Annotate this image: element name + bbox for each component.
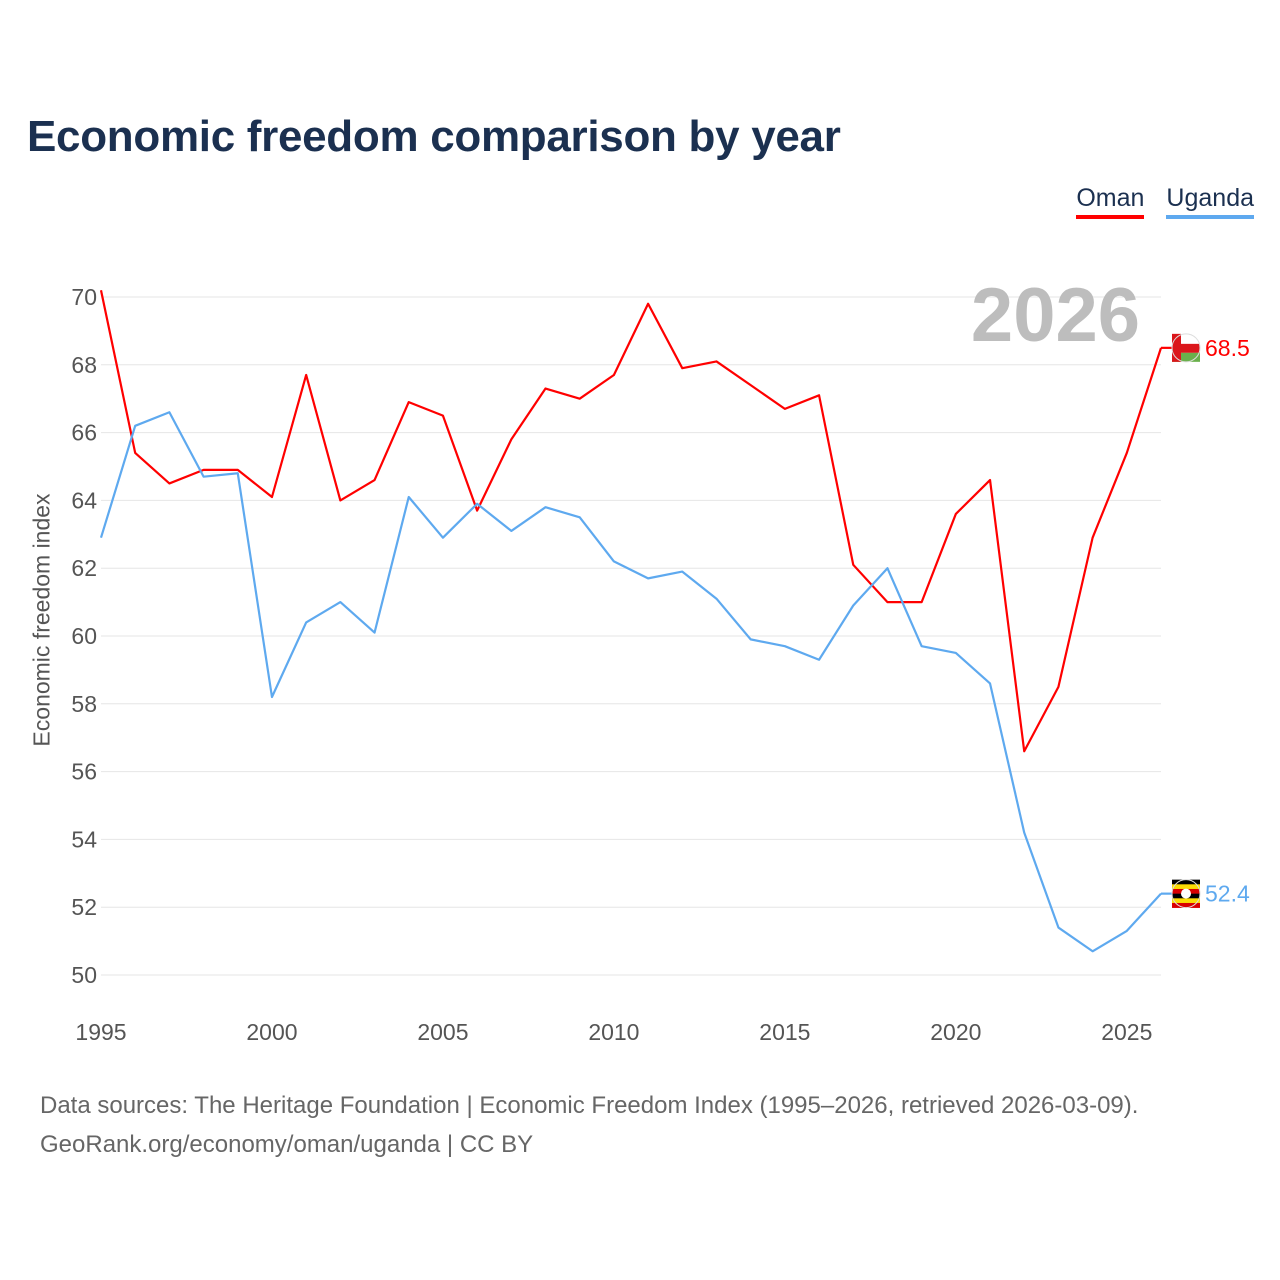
y-tick-label: 62 (71, 555, 97, 581)
y-tick-label: 64 (71, 487, 97, 513)
x-tick-label: 2025 (1101, 1019, 1152, 1045)
x-tick-label: 2020 (930, 1019, 981, 1045)
year-label: 2026 (971, 273, 1140, 358)
y-tick-label: 54 (71, 826, 97, 852)
oman-flag-band (1172, 333, 1181, 362)
oman-flag-band (1172, 343, 1200, 353)
x-tick-label: 1995 (75, 1019, 126, 1045)
oman-flag-band (1172, 352, 1200, 362)
uganda-flag-emblem (1181, 888, 1191, 899)
y-tick-label: 60 (71, 623, 97, 649)
x-tick-label: 2010 (588, 1019, 639, 1045)
x-tick-label: 2005 (417, 1019, 468, 1045)
y-tick-label: 50 (71, 962, 97, 988)
uganda-flag-icon (1171, 879, 1201, 909)
data-source-text: Data sources: The Heritage Foundation | … (40, 1092, 1139, 1119)
legend: Oman Uganda (1076, 184, 1254, 219)
y-tick-label: 68 (71, 352, 97, 378)
uganda-flag-band (1172, 898, 1200, 904)
chart-title: Economic freedom comparison by year (27, 112, 841, 161)
legend-item-oman[interactable]: Oman (1076, 184, 1145, 219)
uganda-flag-band (1172, 902, 1200, 908)
uganda-flag-band (1172, 879, 1200, 885)
x-tick-label: 2000 (246, 1019, 297, 1045)
end-value-label-oman: 68.5 (1205, 335, 1250, 361)
legend-item-uganda[interactable]: Uganda (1166, 184, 1254, 219)
y-tick-label: 58 (71, 691, 97, 717)
y-tick-label: 56 (71, 759, 97, 785)
uganda-flag-band (1172, 884, 1200, 890)
y-tick-label: 66 (71, 420, 97, 446)
oman-flag-border (1171, 333, 1201, 363)
x-tick-label: 2015 (759, 1019, 810, 1045)
series-line-uganda (99, 411, 1162, 953)
series-line-oman (99, 289, 1163, 753)
end-value-label-uganda: 52.4 (1205, 881, 1250, 907)
footer: Data sources: The Heritage Foundation | … (40, 1086, 1138, 1164)
source-link[interactable]: GeoRank.org/economy/oman/uganda | CC BY (40, 1131, 534, 1158)
y-tick-label: 52 (71, 894, 97, 920)
y-tick-label: 70 (71, 284, 97, 310)
